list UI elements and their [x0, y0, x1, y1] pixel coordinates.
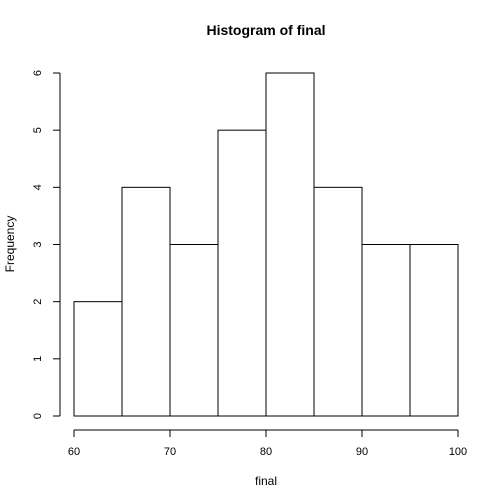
y-tick-label-5: 5 [32, 127, 44, 133]
histogram-bar-3 [217, 129, 267, 417]
x-tick-label-1: 70 [164, 446, 176, 458]
y-tick-label-3: 3 [32, 241, 44, 247]
y-axis-label: Frequency [3, 216, 17, 273]
y-tick-label-0: 0 [32, 413, 44, 419]
y-tick-label-4: 4 [32, 184, 44, 190]
histogram-bar-0 [73, 301, 123, 417]
histogram-bar-2 [169, 244, 219, 417]
x-tick-label-4: 100 [449, 446, 467, 458]
y-tick-label-2: 2 [32, 299, 44, 305]
histogram-bar-6 [361, 244, 411, 417]
x-axis-label: final [255, 474, 277, 488]
x-tick-label-0: 60 [68, 446, 80, 458]
x-tick-label-2: 80 [260, 446, 272, 458]
histogram-bar-5 [313, 186, 363, 417]
bars-group [73, 72, 459, 417]
histogram-bar-4 [265, 72, 315, 417]
histogram-bar-7 [409, 244, 459, 417]
y-tick-label-1: 1 [32, 356, 44, 362]
x-tick-label-3: 90 [356, 446, 368, 458]
histogram-bar-1 [121, 186, 171, 417]
y-tick-label-6: 6 [32, 70, 44, 76]
y-axis: 0 1 2 3 4 5 6 [32, 70, 61, 419]
chart-title: Histogram of final [206, 22, 325, 38]
x-axis: 60 70 80 90 100 [68, 429, 467, 458]
